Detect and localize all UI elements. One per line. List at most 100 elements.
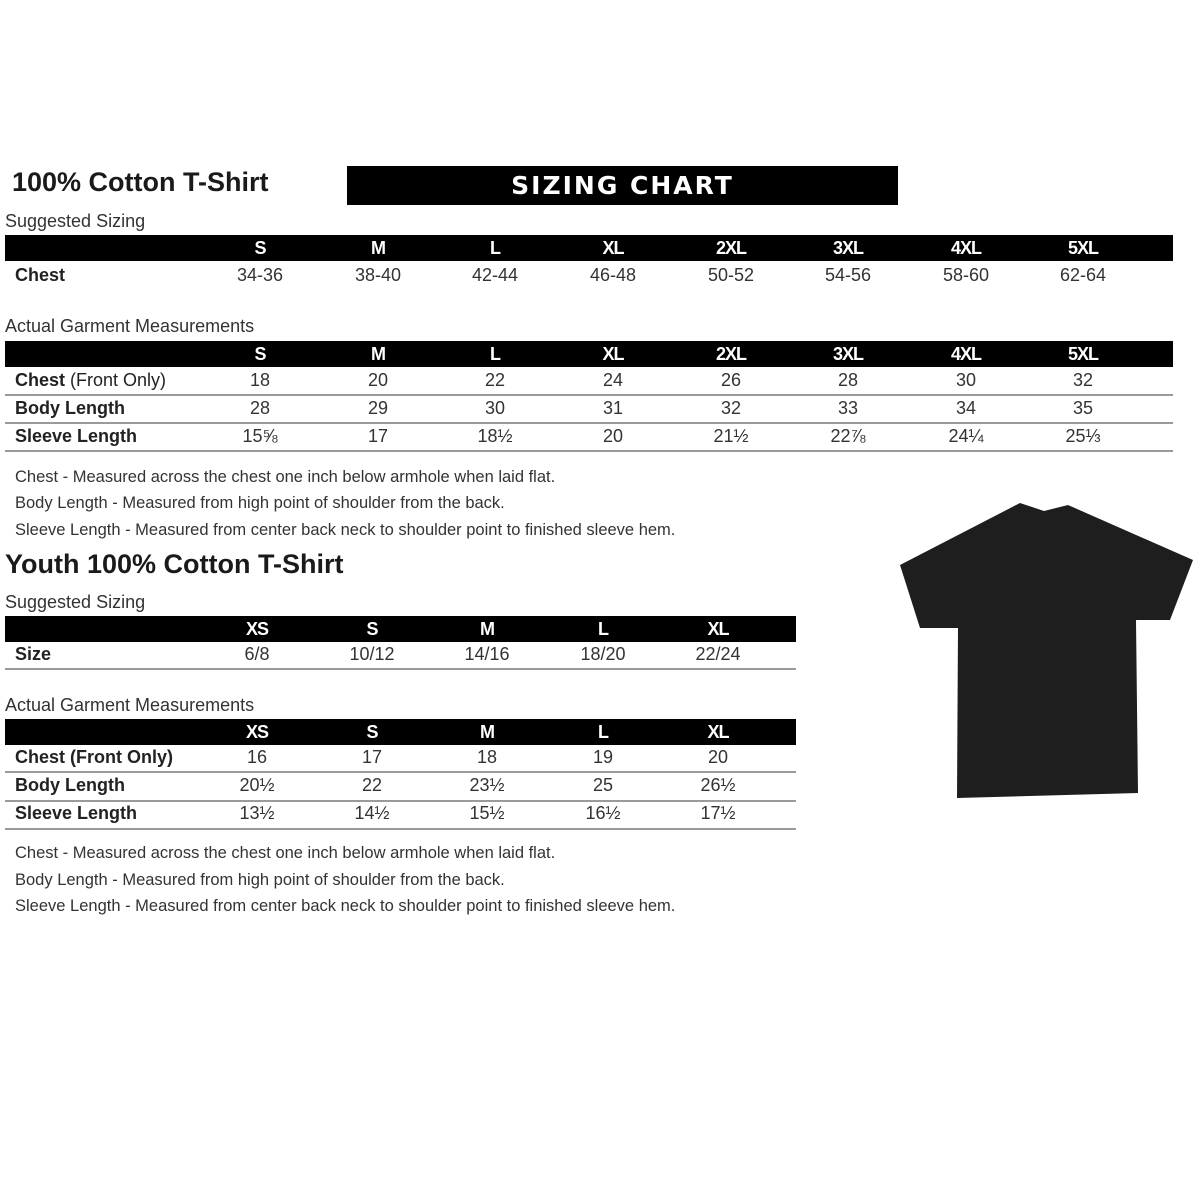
table-cell: 29 — [367, 398, 389, 418]
table-cell: 25 — [592, 775, 614, 795]
row-label: Chest (Front Only) — [15, 370, 166, 391]
table-cell: 62-64 — [1059, 265, 1107, 285]
size-header: S — [254, 344, 266, 364]
row-label-text: Body Length — [15, 775, 125, 795]
table-cell: 20½ — [239, 775, 275, 795]
table-cell: 10/12 — [349, 644, 395, 664]
table-cell: 24¼ — [948, 426, 984, 446]
size-header: S — [366, 722, 378, 742]
row-label: Chest — [15, 265, 65, 286]
table-cell: 13½ — [239, 803, 275, 823]
table-cell: 16½ — [585, 803, 621, 823]
note-line: Sleeve Length - Measured from center bac… — [15, 521, 676, 539]
table-cell: 18 — [476, 747, 498, 767]
size-header: 3XL — [832, 344, 864, 364]
size-header: S — [366, 619, 378, 639]
row-label-text: Sleeve Length — [15, 803, 138, 823]
note-line: Body Length - Measured from high point o… — [15, 494, 505, 512]
table-cell: 14½ — [354, 803, 390, 823]
row-label: Size — [15, 644, 51, 665]
table-cell: 32 — [720, 398, 742, 418]
note-line: Chest - Measured across the chest one in… — [15, 468, 556, 486]
table-cell: 17 — [361, 747, 383, 767]
table-cell: 54-56 — [824, 265, 872, 285]
table-cell: 24 — [602, 370, 624, 390]
table-cell: 18 — [249, 370, 271, 390]
table-cell: 42-44 — [471, 265, 519, 285]
table-cell: 28 — [837, 370, 859, 390]
table-cell: 50-52 — [707, 265, 755, 285]
row-divider — [5, 668, 796, 670]
size-header: M — [480, 722, 495, 742]
size-header: XS — [245, 722, 269, 742]
size-header: 5XL — [1067, 344, 1099, 364]
row-label-text: Chest — [15, 370, 66, 390]
size-header: 4XL — [950, 344, 982, 364]
table-cell: 21½ — [713, 426, 749, 446]
table-cell: 18½ — [477, 426, 513, 446]
header-bar — [5, 719, 796, 745]
adult-title: 100% Cotton T-Shirt — [12, 167, 269, 197]
size-header: M — [371, 344, 386, 364]
header-bar — [5, 616, 796, 642]
adult-actual-label: Actual Garment Measurements — [5, 316, 255, 336]
size-header: XL — [707, 722, 729, 742]
row-label: Sleeve Length — [15, 426, 137, 447]
table-cell: 38-40 — [354, 265, 402, 285]
youth-actual-label: Actual Garment Measurements — [5, 695, 255, 715]
table-cell: 22 — [361, 775, 383, 795]
table-cell: 16 — [246, 747, 268, 767]
sizing-chart-banner: SIZING CHART — [347, 166, 898, 205]
row-divider — [5, 828, 796, 830]
table-cell: 15½ — [469, 803, 505, 823]
size-header: XL — [707, 619, 729, 639]
table-cell: 22 — [484, 370, 506, 390]
table-cell: 33 — [837, 398, 859, 418]
table-cell: 26½ — [700, 775, 736, 795]
table-cell: 58-60 — [942, 265, 990, 285]
row-divider — [5, 800, 796, 802]
header-bar — [5, 235, 1173, 261]
row-label-text: Chest (Front Only) — [15, 747, 173, 767]
row-label: Sleeve Length — [15, 803, 137, 824]
note-line: Sleeve Length - Measured from center bac… — [15, 897, 676, 915]
size-header: M — [480, 619, 495, 639]
table-cell: 14/16 — [464, 644, 510, 664]
row-label: Body Length — [15, 398, 125, 419]
row-label-text: Sleeve Length — [15, 426, 138, 446]
table-cell: 46-48 — [589, 265, 637, 285]
row-divider — [5, 771, 796, 773]
row-divider — [5, 450, 1173, 452]
row-label-suffix: (Front Only) — [65, 370, 167, 390]
size-header: 2XL — [715, 344, 747, 364]
table-cell: 20 — [367, 370, 389, 390]
table-cell: 30 — [484, 398, 506, 418]
row-divider — [5, 422, 1173, 424]
header-bar — [5, 341, 1173, 367]
row-label: Chest (Front Only) — [15, 747, 173, 768]
table-cell: 23½ — [469, 775, 505, 795]
row-label-text: Chest — [15, 265, 66, 285]
size-header: XL — [602, 344, 624, 364]
youth-title: Youth 100% Cotton T-Shirt — [5, 549, 344, 579]
size-header: XL — [602, 238, 624, 258]
table-cell: 17 — [367, 426, 389, 446]
table-cell: 31 — [602, 398, 624, 418]
table-cell: 28 — [249, 398, 271, 418]
size-header: M — [371, 238, 386, 258]
table-cell: 19 — [592, 747, 614, 767]
table-cell: 6/8 — [244, 644, 270, 664]
row-label-text: Size — [15, 644, 52, 664]
size-header: L — [490, 238, 501, 258]
table-cell: 32 — [1072, 370, 1094, 390]
table-cell: 22/24 — [695, 644, 741, 664]
table-cell: 34 — [955, 398, 977, 418]
table-cell: 18/20 — [580, 644, 626, 664]
table-cell: 22⅞ — [830, 426, 866, 446]
size-header: 5XL — [1067, 238, 1099, 258]
size-header: S — [254, 238, 266, 258]
youth-suggested-label: Suggested Sizing — [5, 592, 146, 612]
size-header: 2XL — [715, 238, 747, 258]
size-header: L — [490, 344, 501, 364]
